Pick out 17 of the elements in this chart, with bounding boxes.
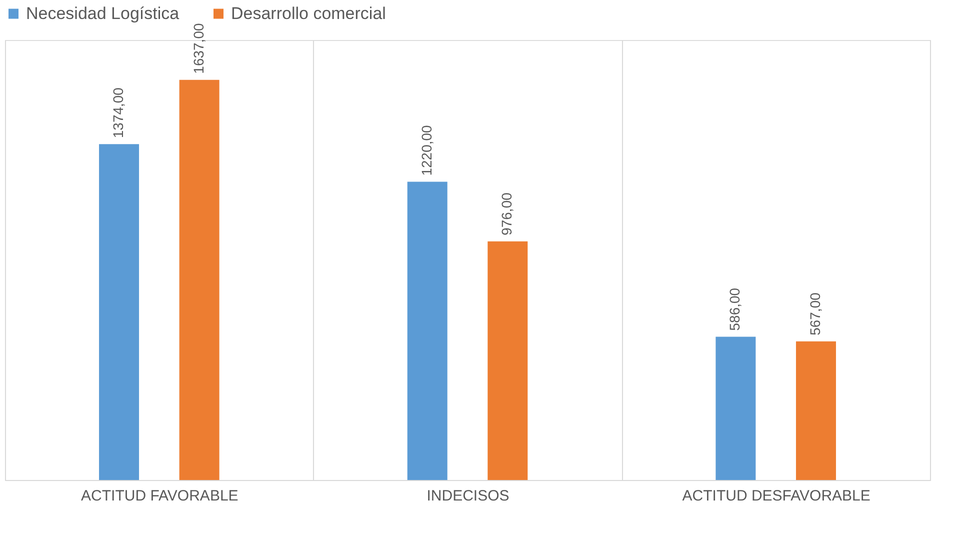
data-label: 567,00 [806, 292, 823, 336]
data-label: 1374,00 [110, 87, 126, 138]
legend-label: Desarrollo comercial [231, 4, 386, 23]
bar [407, 182, 448, 480]
data-label: 1220,00 [418, 124, 434, 176]
x-tick-label: ACTITUD FAVORABLE [81, 488, 238, 504]
data-label: 1637,00 [190, 23, 206, 74]
bar [488, 241, 528, 480]
data-label: 976,00 [498, 192, 515, 236]
data-label: 586,00 [726, 288, 743, 331]
legend-label: Necesidad Logística [26, 4, 180, 23]
x-tick-label: INDECISOS [426, 488, 510, 504]
bar [179, 80, 220, 480]
bar [99, 144, 140, 480]
bar [796, 341, 836, 480]
x-tick-label: ACTITUD DESFAVORABLE [682, 488, 870, 504]
bar [716, 336, 756, 480]
